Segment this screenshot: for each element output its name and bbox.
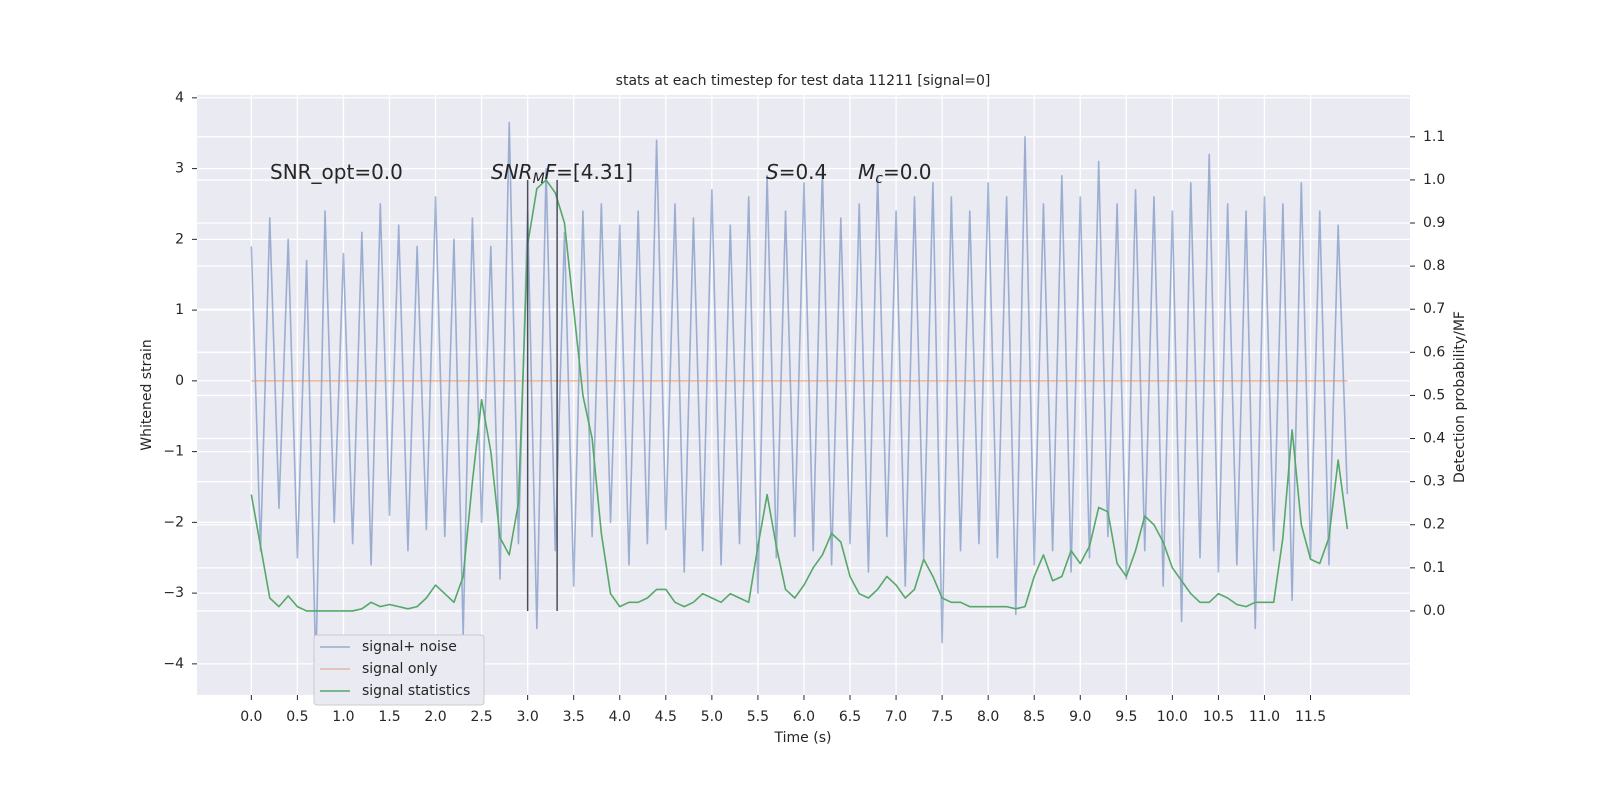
y2-tick-label: 0.1 <box>1423 560 1445 576</box>
y2-tick-label: 1.1 <box>1423 129 1445 145</box>
x-tick-label: 6.0 <box>793 709 815 725</box>
x-tick-label: 1.5 <box>378 709 400 725</box>
y2-tick-label: 0.6 <box>1423 344 1445 360</box>
x-tick-label: 3.0 <box>517 709 539 725</box>
x-tick-label: 7.5 <box>931 709 953 725</box>
annotation-part: S <box>766 160 779 184</box>
y2-tick-label: 0.4 <box>1423 431 1445 447</box>
x-tick-label: 4.0 <box>609 709 631 725</box>
x-tick-label: 9.5 <box>1115 709 1137 725</box>
y2-tick-label: 0.3 <box>1423 474 1445 490</box>
y2-tick-label: 0.0 <box>1423 603 1445 619</box>
x-tick-label: 5.0 <box>701 709 723 725</box>
x-tick-label: 7.0 <box>885 709 907 725</box>
y2-tick-label: 0.5 <box>1423 387 1445 403</box>
marks <box>250 121 1349 672</box>
legend-box <box>313 634 485 706</box>
x-tick-label: 5.5 <box>747 709 769 725</box>
x-tick-label: 9.0 <box>1069 709 1091 725</box>
x-tick-label: 4.5 <box>655 709 677 725</box>
annotation: SNR_opt=0.0 <box>270 160 403 184</box>
annotation-part: SNR_opt=0.0 <box>270 160 403 184</box>
series-line <box>250 121 1349 672</box>
y-tick-label: −4 <box>163 656 184 672</box>
x-tick-label: 6.5 <box>839 709 861 725</box>
annotation-part: =0.4 <box>779 160 828 184</box>
y-tick-label: 0 <box>175 373 184 389</box>
x-tick-label: 8.5 <box>1023 709 1045 725</box>
y2-tick-label: 0.8 <box>1423 258 1445 274</box>
annotation-part: M <box>858 160 875 184</box>
annotation: S=0.4 <box>766 160 827 184</box>
series-line <box>250 179 1349 612</box>
x-tick-label: 10.5 <box>1203 709 1234 725</box>
annotation-part: =[4.31] <box>556 160 633 184</box>
legend-label: signal only <box>362 661 437 677</box>
annotation-part: M <box>533 171 545 187</box>
annotation-part: =0.0 <box>883 160 932 184</box>
y-tick-label: 1 <box>175 302 184 318</box>
y2-tick-label: 0.7 <box>1423 301 1445 317</box>
y-tick-label: 2 <box>175 231 184 247</box>
y-tick-label: 4 <box>175 90 184 106</box>
annotation: SNRMF=[4.31] <box>491 160 633 188</box>
annotation: Mc=0.0 <box>858 160 932 188</box>
y-axis-label: Whitened strain <box>139 339 155 450</box>
y2-tick-label: 0.2 <box>1423 517 1445 533</box>
x-tick-label: 11.5 <box>1295 709 1326 725</box>
y-tick-label: 3 <box>175 161 184 177</box>
x-tick-label: 8.0 <box>977 709 999 725</box>
x-tick-label: 3.5 <box>563 709 585 725</box>
y2-tick-label: 0.9 <box>1423 215 1445 231</box>
x-tick-label: 2.5 <box>470 709 492 725</box>
x-tick-label: 1.0 <box>332 709 354 725</box>
x-tick-label: 0.0 <box>240 709 262 725</box>
legend-label: signal statistics <box>362 683 470 699</box>
legend: signal+ noise signal only signal statistic… <box>313 634 485 706</box>
x-tick-label: 0.5 <box>286 709 308 725</box>
x-tick-label: 11.0 <box>1249 709 1280 725</box>
y-tick-label: −1 <box>163 444 184 460</box>
annotation-part: c <box>875 171 883 187</box>
y-tick-label: −2 <box>163 514 184 530</box>
x-tick-label: 2.0 <box>424 709 446 725</box>
annotation-part: F <box>545 160 557 184</box>
x-axis-label: Time (s) <box>774 730 832 746</box>
x-tick-label: 10.0 <box>1157 709 1188 725</box>
legend-label: signal+ noise <box>362 639 457 655</box>
y2-tick-label: 1.0 <box>1423 172 1445 188</box>
chart-title: stats at each timestep for test data 112… <box>616 73 991 89</box>
y2-axis-label: Detection probability/MF <box>1452 311 1468 483</box>
annotation-part: SNR <box>491 160 533 184</box>
y-tick-label: −3 <box>163 585 184 601</box>
